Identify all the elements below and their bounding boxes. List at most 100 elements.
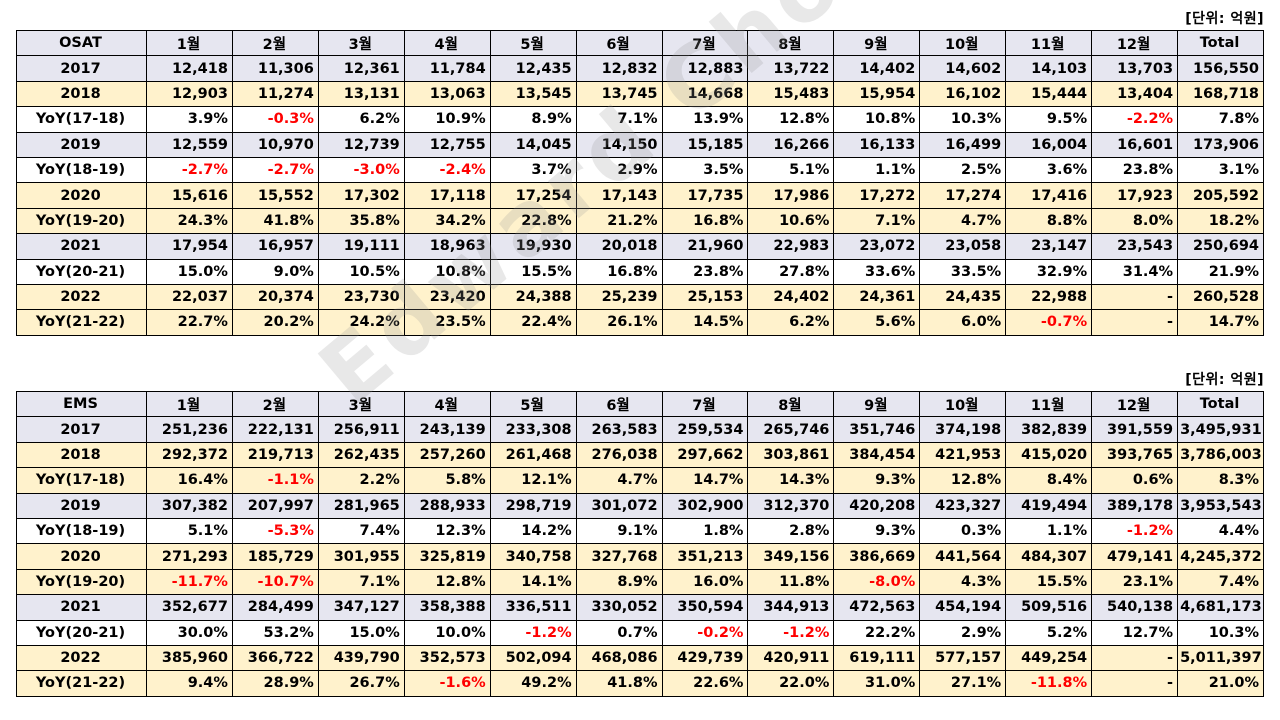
table-cell: 14.2% — [489, 517, 577, 545]
column-header: 7월 — [661, 390, 749, 418]
table-cell: 16.4% — [146, 467, 233, 494]
table-cell: -11.8% — [1005, 670, 1093, 697]
table-cell: 168,718 — [1177, 80, 1264, 108]
table-cell: 41.8% — [575, 670, 663, 697]
table-cell: 23,420 — [403, 283, 491, 311]
table-row: 2019 307,382 207,997 281,965 288,933 298,719 3… — [16, 492, 1264, 519]
table-cell: 18,963 — [403, 233, 491, 260]
table-cell: 263,583 — [575, 416, 663, 443]
table-cell: 15.0% — [317, 619, 405, 646]
table-cell: 33.5% — [919, 258, 1007, 285]
table-cell: 352,677 — [146, 594, 233, 621]
table-cell: 15,185 — [661, 131, 749, 158]
table-cell: 17,302 — [317, 182, 405, 209]
table-cell: 479,141 — [1091, 543, 1179, 570]
table-cell: 16,601 — [1091, 131, 1179, 158]
table-cell: -2.4% — [403, 156, 491, 184]
table-cell: 9.1% — [575, 517, 663, 545]
column-header: 6월 — [575, 29, 663, 57]
table-cell: 53.2% — [231, 619, 319, 646]
table-row: YoY(17-18) 3.9% -0.3% 6.2% 10.9% 8.9% 7.1% 13.9… — [16, 106, 1264, 133]
table-cell: 6.0% — [919, 309, 1007, 336]
table-cell: - — [1091, 309, 1179, 336]
table-cell: -0.3% — [231, 106, 319, 133]
table-cell: 30.0% — [146, 619, 233, 646]
column-header: 7월 — [661, 29, 749, 57]
table-cell: 271,293 — [146, 543, 233, 570]
table-cell: 17,254 — [489, 182, 577, 209]
table-cell: 22.4% — [489, 309, 577, 336]
unit-label-osat: [단위: 억원] — [1185, 11, 1264, 27]
table-cell: 393,765 — [1091, 441, 1179, 469]
table-cell: 11,274 — [231, 80, 319, 108]
table-cell: 3.5% — [661, 156, 749, 184]
table-row: 2022 22,037 20,374 23,730 23,420 24,388 25,239… — [16, 283, 1264, 311]
table-cell: 17,143 — [575, 182, 663, 209]
table-cell: 14.1% — [489, 568, 577, 596]
table-cell: 351,746 — [833, 416, 921, 443]
table-cell: 2.8% — [747, 517, 835, 545]
table-cell: 14,045 — [489, 131, 577, 158]
table-cell: 340,758 — [489, 543, 577, 570]
table-cell: 35.8% — [317, 207, 405, 235]
column-header: 3월 — [317, 29, 405, 57]
table-cell: 349,156 — [747, 543, 835, 570]
table-cell: 14,402 — [833, 55, 921, 82]
table-cell: 12,832 — [575, 55, 663, 82]
column-header: 10월 — [919, 390, 1007, 418]
table-cell: 1.8% — [661, 517, 749, 545]
table-cell: 4,681,173 — [1177, 594, 1264, 621]
table-cell: 352,573 — [403, 644, 491, 672]
table-cell: 13,745 — [575, 80, 663, 108]
table-cell: 10.8% — [403, 258, 491, 285]
table-cell: 16,004 — [1005, 131, 1093, 158]
table-cell: 11.8% — [747, 568, 835, 596]
table-cell: 454,194 — [919, 594, 1007, 621]
table-cell: 22.0% — [747, 670, 835, 697]
table-cell: 16.8% — [661, 207, 749, 235]
column-header: 10월 — [919, 29, 1007, 57]
row-label: 2021 — [16, 233, 147, 260]
table-cell: 10.6% — [747, 207, 835, 235]
table-cell: 20,374 — [231, 283, 319, 311]
table-cell: 347,127 — [317, 594, 405, 621]
table-cell: 384,454 — [833, 441, 921, 469]
table-cell: 17,923 — [1091, 182, 1179, 209]
table-cell: 21.0% — [1177, 670, 1264, 697]
table-cell: 330,052 — [575, 594, 663, 621]
table-cell: 16,266 — [747, 131, 835, 158]
table-row: YoY(21-22) 22.7% 20.2% 24.2% 23.5% 22.4% 26.1%… — [16, 309, 1264, 336]
table-cell: 16,102 — [919, 80, 1007, 108]
table-row: YoY(17-18) 16.4% -1.1% 2.2% 5.8% 12.1% 4.7% 14.… — [16, 467, 1264, 494]
table-cell: 7.1% — [575, 106, 663, 133]
table-cell: -1.2% — [1091, 517, 1179, 545]
table-cell: 233,308 — [489, 416, 577, 443]
table-cell: 389,178 — [1091, 492, 1179, 519]
table-cell: 3,953,543 — [1177, 492, 1264, 519]
table-cell: 23.8% — [1091, 156, 1179, 184]
table-cell: 12,418 — [146, 55, 233, 82]
table-cell: 385,960 — [146, 644, 233, 672]
table-cell: 23,730 — [317, 283, 405, 311]
table-cell: 23.1% — [1091, 568, 1179, 596]
table-cell: 284,499 — [231, 594, 319, 621]
table-cell: 16.0% — [661, 568, 749, 596]
row-label: 2019 — [16, 131, 147, 158]
table-cell: -1.2% — [489, 619, 577, 646]
row-label: YoY(17-18) — [16, 106, 147, 133]
table-cell: 22,983 — [747, 233, 835, 260]
table-cell: 0.6% — [1091, 467, 1179, 494]
table-row: 2020 271,293 185,729 301,955 325,819 340,758 3… — [16, 543, 1264, 570]
table-cell: 10.5% — [317, 258, 405, 285]
table-cell: 12.8% — [919, 467, 1007, 494]
table-cell: 17,986 — [747, 182, 835, 209]
table-cell: 5.1% — [146, 517, 233, 545]
table-cell: 24.3% — [146, 207, 233, 235]
table-cell: 265,746 — [747, 416, 835, 443]
table-cell: 3,786,003 — [1177, 441, 1264, 469]
table-cell: 3.6% — [1005, 156, 1093, 184]
table-cell: 49.2% — [489, 670, 577, 697]
table-row: 2021 17,954 16,957 19,111 18,963 19,930 20,018… — [16, 233, 1264, 260]
table-cell: 11,306 — [231, 55, 319, 82]
table-cell: 3.7% — [489, 156, 577, 184]
